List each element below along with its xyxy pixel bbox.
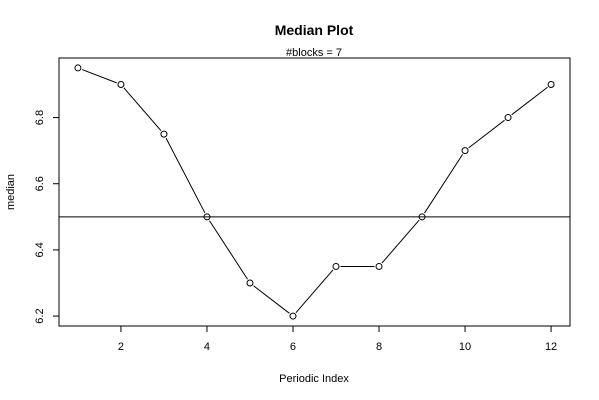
y-tick-label-6-8: 6.8 <box>34 110 46 125</box>
data-point-2 <box>117 80 125 88</box>
y-tick-label-6-6: 6.6 <box>34 176 46 191</box>
data-point-7 <box>332 262 340 270</box>
x-tick-label-2: 2 <box>118 341 124 353</box>
x-tick-label-12: 12 <box>545 341 557 353</box>
x-axis-label: Periodic Index <box>279 373 349 385</box>
data-point-9 <box>418 213 426 221</box>
data-point-10 <box>461 147 469 155</box>
data-point-3 <box>160 130 168 138</box>
series-segment-5 <box>253 285 290 314</box>
x-tick-label-4: 4 <box>204 341 210 353</box>
chart-subtitle: #blocks = 7 <box>286 47 342 59</box>
data-point-1 <box>74 64 82 72</box>
data-point-6 <box>289 312 297 320</box>
series-segment-3 <box>165 137 206 214</box>
plot-frame <box>58 57 571 327</box>
chart-title: Median Plot <box>275 22 354 38</box>
x-tick-label-10: 10 <box>459 341 471 353</box>
x-tick-label-8: 8 <box>376 341 382 353</box>
y-tick-label-6-2: 6.2 <box>34 308 46 323</box>
series-segment-6 <box>295 269 334 314</box>
series-segment-10 <box>468 119 505 149</box>
data-point-4 <box>203 213 211 221</box>
data-point-8 <box>375 262 383 270</box>
y-tick-label-6-4: 6.4 <box>34 242 46 257</box>
series-segment-1 <box>81 69 117 84</box>
series-segment-4 <box>208 220 248 280</box>
series-segment-8 <box>381 219 420 264</box>
series-group <box>74 64 555 320</box>
x-tick-label-6: 6 <box>290 341 296 353</box>
y-axis-label: median <box>5 174 17 210</box>
series-segment-2 <box>123 87 162 132</box>
data-point-5 <box>246 279 254 287</box>
series-segment-11 <box>511 86 548 116</box>
data-point-12 <box>547 80 555 88</box>
x-axis: 2 4 6 8 10 12 <box>118 326 557 353</box>
data-point-11 <box>504 114 512 122</box>
series-segment-9 <box>424 154 464 214</box>
y-axis: 6.2 6.4 6.6 6.8 <box>34 110 59 324</box>
